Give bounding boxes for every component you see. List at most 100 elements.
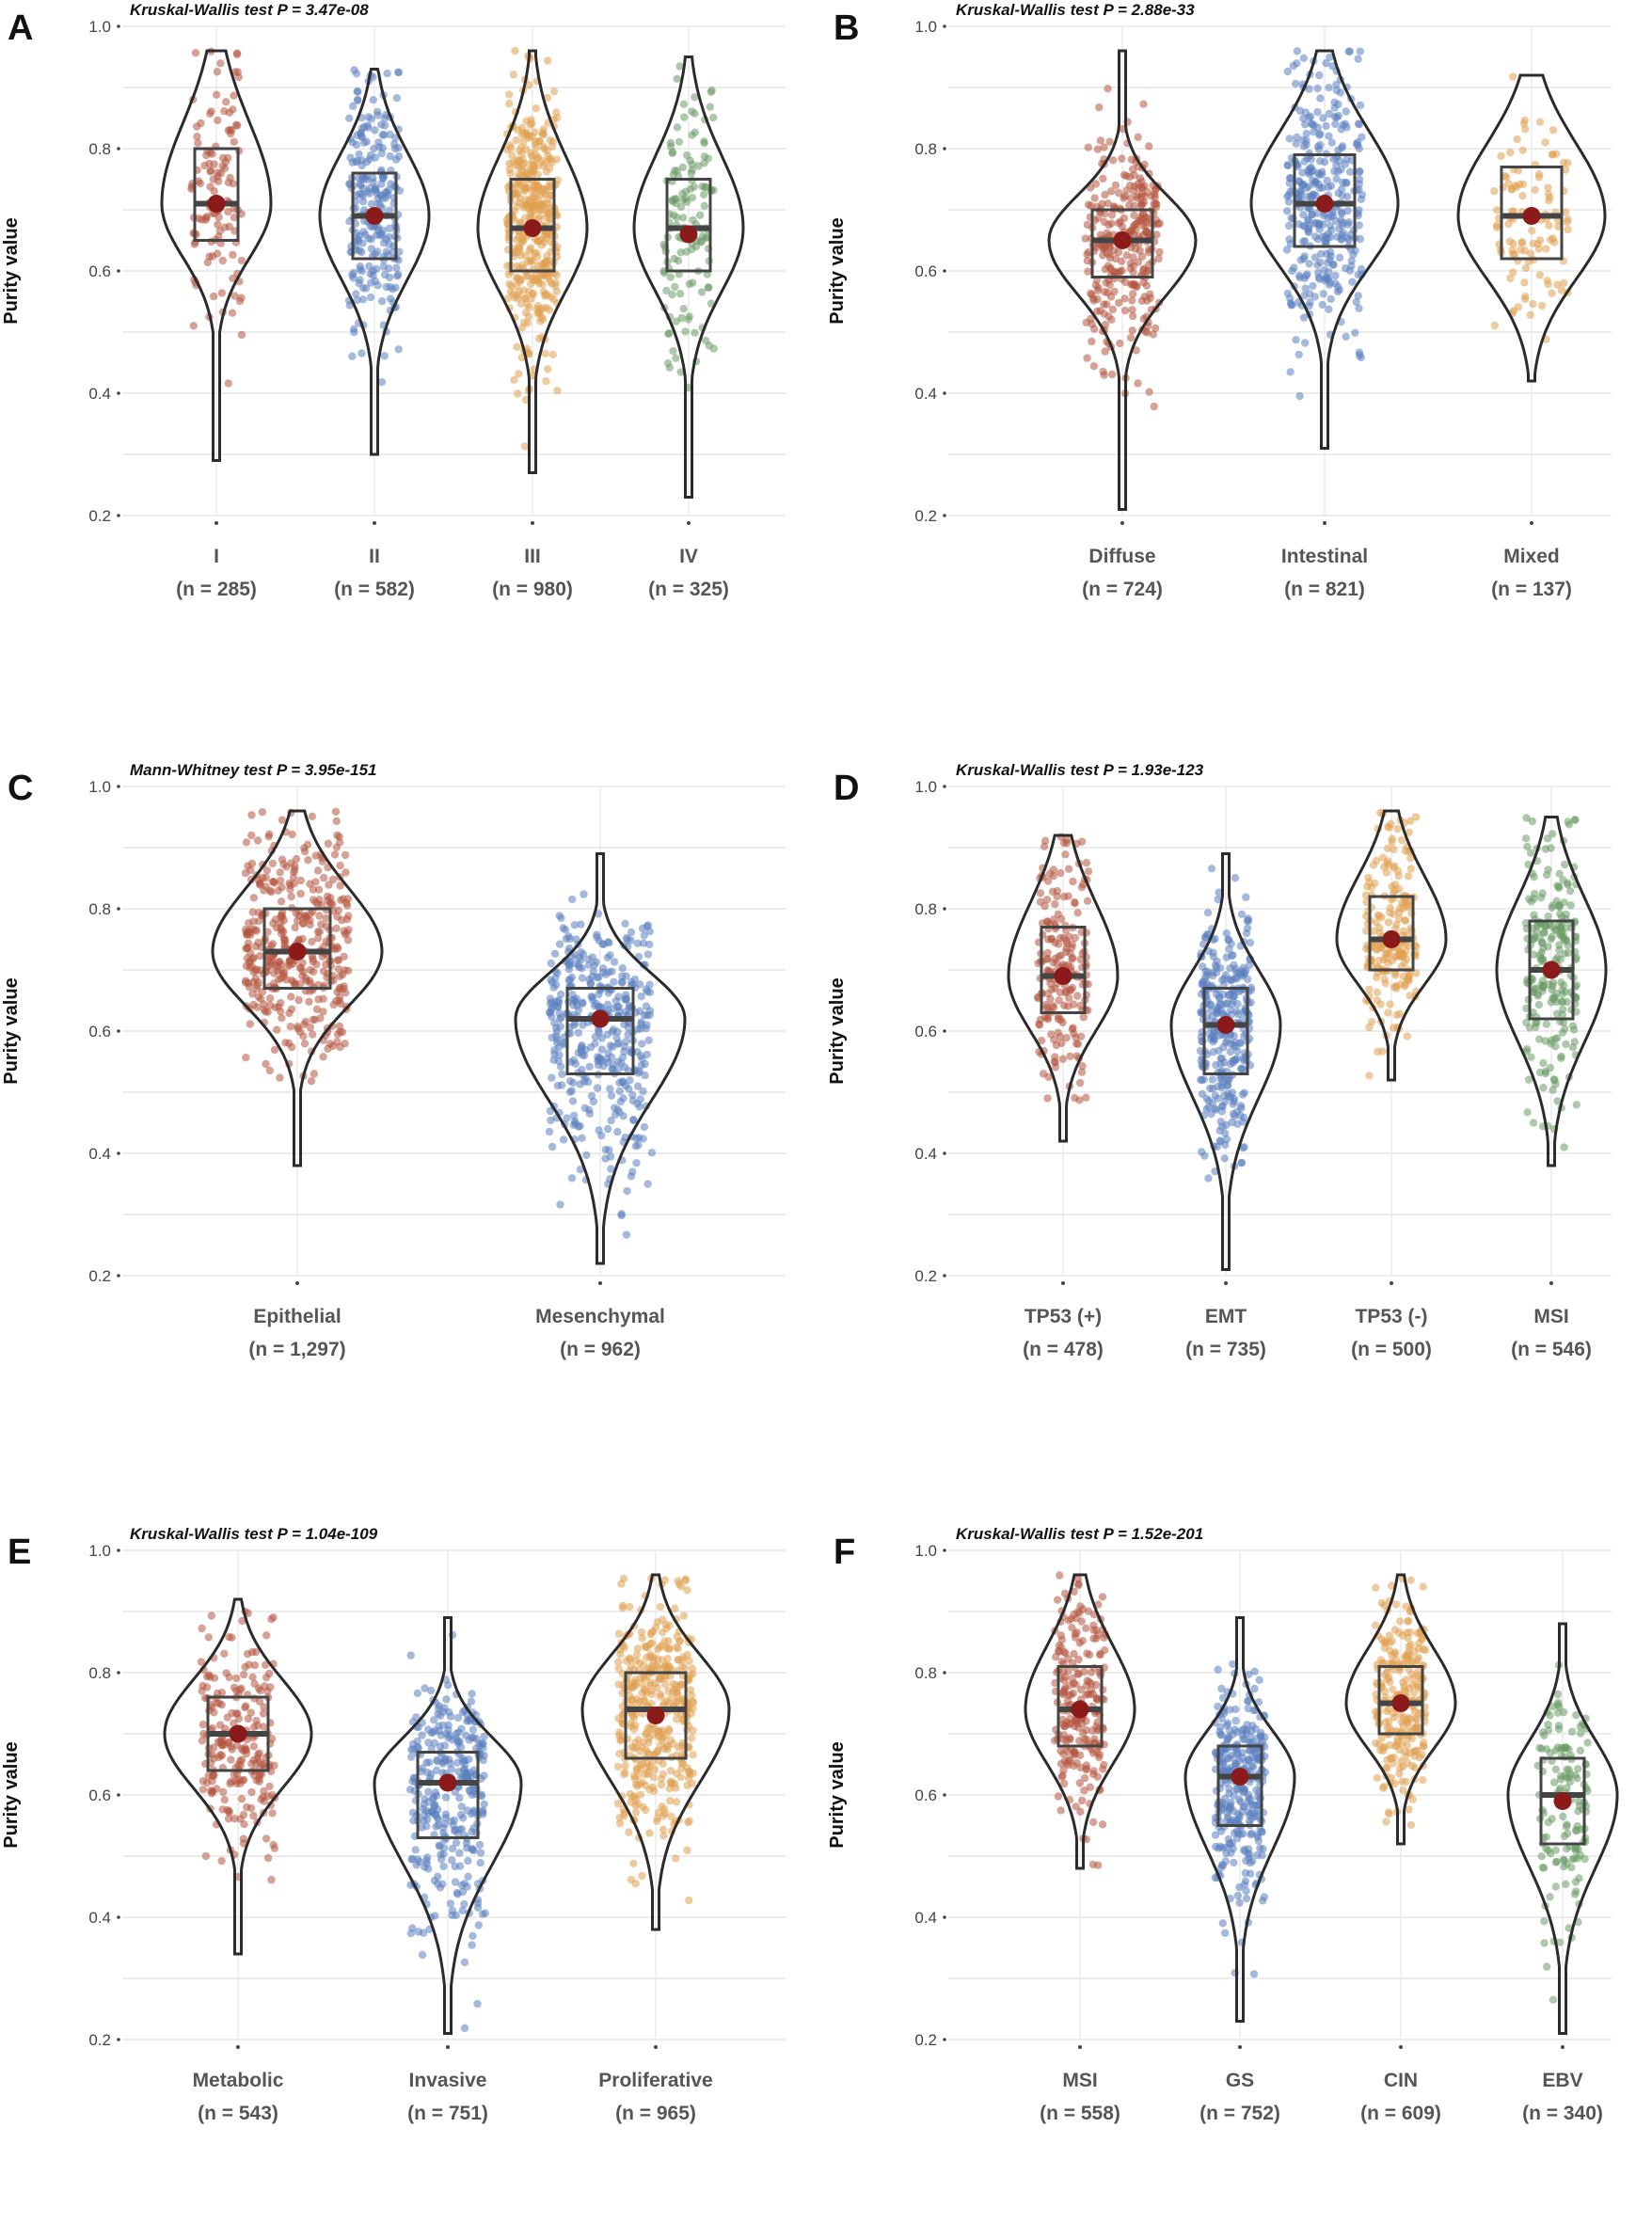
data-point-e-1 bbox=[221, 1796, 229, 1803]
data-point-e-2 bbox=[482, 1910, 489, 1917]
data-point-e-3 bbox=[683, 1782, 691, 1789]
data-point-b-2 bbox=[1300, 55, 1308, 62]
data-point-c-2 bbox=[569, 996, 577, 1004]
data-point-d-4 bbox=[1534, 991, 1542, 998]
y-tick-label-a: 0.8 bbox=[88, 140, 111, 158]
data-point-a-3 bbox=[511, 47, 518, 55]
data-point-c-2 bbox=[563, 1114, 570, 1121]
data-point-c-2 bbox=[627, 936, 634, 944]
data-point-d-3 bbox=[1405, 872, 1412, 880]
data-point-e-3 bbox=[614, 1800, 622, 1807]
data-point-b-2 bbox=[1322, 232, 1329, 240]
data-point-d-1 bbox=[1069, 878, 1076, 885]
data-point-a-3 bbox=[543, 147, 550, 154]
data-point-c-1 bbox=[269, 860, 277, 867]
x-count-label-d-2: (n = 735) bbox=[1185, 1339, 1266, 1360]
data-point-d-1 bbox=[1062, 948, 1070, 956]
data-point-e-1 bbox=[269, 1841, 277, 1849]
data-point-d-4 bbox=[1537, 894, 1545, 901]
data-point-e-2 bbox=[459, 1907, 467, 1914]
violin-group-f-1: MSI(n = 558) bbox=[1025, 1550, 1135, 2124]
data-point-d-2 bbox=[1212, 1092, 1219, 1100]
data-point-b-2 bbox=[1346, 168, 1354, 176]
data-point-b-2 bbox=[1293, 139, 1300, 147]
data-point-b-1 bbox=[1129, 312, 1136, 320]
y-tick-label-d: 1.0 bbox=[914, 778, 937, 796]
data-point-d-1 bbox=[1050, 959, 1057, 966]
data-point-e-3 bbox=[675, 1644, 682, 1652]
data-point-b-2 bbox=[1290, 62, 1297, 70]
data-point-c-2 bbox=[614, 1057, 622, 1065]
data-point-d-1 bbox=[1056, 1016, 1064, 1024]
x-category-label-a-1: I bbox=[214, 546, 219, 567]
data-point-b-1 bbox=[1103, 278, 1110, 286]
data-point-c-2 bbox=[644, 950, 652, 958]
data-point-d-1 bbox=[1036, 1021, 1043, 1028]
data-point-c-1 bbox=[244, 944, 251, 951]
data-point-e-2 bbox=[457, 1811, 465, 1818]
data-point-e-1 bbox=[218, 1739, 226, 1746]
x-count-label-c-1: (n = 1,297) bbox=[248, 1339, 345, 1360]
data-point-a-2 bbox=[359, 198, 367, 205]
data-point-a-3 bbox=[507, 288, 515, 295]
data-point-d-4 bbox=[1522, 834, 1530, 842]
data-point-f-1 bbox=[1057, 1658, 1065, 1665]
data-point-e-2 bbox=[462, 1732, 469, 1739]
data-point-e-3 bbox=[643, 1759, 651, 1767]
data-point-c-1 bbox=[277, 868, 284, 876]
data-point-e-1 bbox=[225, 1633, 232, 1641]
data-point-a-2 bbox=[386, 241, 393, 248]
mean-point-a-4 bbox=[680, 226, 698, 244]
data-point-c-1 bbox=[247, 811, 255, 818]
data-point-e-2 bbox=[425, 1758, 433, 1766]
data-point-f-1 bbox=[1074, 1670, 1082, 1677]
data-point-d-2 bbox=[1225, 936, 1232, 944]
data-point-a-1 bbox=[230, 138, 238, 146]
data-point-b-1 bbox=[1120, 194, 1127, 201]
data-point-e-3 bbox=[614, 1763, 622, 1771]
data-point-d-4 bbox=[1539, 1084, 1547, 1091]
data-point-e-2 bbox=[464, 1873, 471, 1881]
data-point-c-1 bbox=[341, 966, 348, 974]
data-point-b-2 bbox=[1300, 255, 1308, 262]
data-point-a-1 bbox=[219, 257, 227, 264]
data-point-c-2 bbox=[591, 1040, 598, 1047]
violin-group-a-1: I(n = 285) bbox=[162, 26, 271, 600]
data-point-e-2 bbox=[468, 1690, 475, 1697]
data-point-c-1 bbox=[277, 924, 284, 931]
data-point-d-2 bbox=[1240, 1143, 1247, 1151]
data-point-b-1 bbox=[1090, 296, 1098, 304]
x-tick-mark-b bbox=[1323, 521, 1326, 525]
data-point-a-3 bbox=[533, 276, 541, 283]
x-tick-mark-e bbox=[654, 2045, 658, 2049]
data-point-b-3 bbox=[1518, 238, 1526, 246]
data-point-d-2 bbox=[1226, 1074, 1233, 1082]
data-point-e-3 bbox=[627, 1876, 635, 1883]
data-point-a-2 bbox=[386, 152, 393, 160]
data-point-d-2 bbox=[1218, 1103, 1226, 1110]
data-point-c-2 bbox=[605, 1146, 612, 1153]
data-point-b-3 bbox=[1529, 300, 1536, 308]
data-point-d-4 bbox=[1553, 998, 1561, 1006]
data-point-b-1 bbox=[1136, 174, 1144, 182]
data-point-d-2 bbox=[1216, 1074, 1224, 1082]
data-point-e-3 bbox=[688, 1734, 695, 1741]
data-point-b-1 bbox=[1140, 183, 1148, 190]
data-point-d-4 bbox=[1530, 911, 1537, 918]
data-point-d-1 bbox=[1060, 893, 1068, 900]
data-point-b-3 bbox=[1518, 192, 1526, 199]
data-point-e-2 bbox=[430, 1793, 437, 1801]
data-point-a-2 bbox=[370, 96, 377, 103]
data-point-b-2 bbox=[1319, 301, 1326, 309]
data-point-a-3 bbox=[513, 343, 520, 351]
data-point-b-1 bbox=[1108, 371, 1116, 378]
mean-point-e-3 bbox=[647, 1707, 665, 1724]
data-point-d-3 bbox=[1386, 1000, 1393, 1008]
data-point-d-1 bbox=[1043, 1094, 1051, 1102]
data-point-e-2 bbox=[431, 1802, 438, 1809]
data-point-c-1 bbox=[278, 883, 285, 891]
data-point-d-4 bbox=[1561, 861, 1568, 868]
data-point-c-2 bbox=[623, 1187, 630, 1195]
data-point-d-1 bbox=[1066, 1053, 1073, 1060]
data-point-f-1 bbox=[1059, 1721, 1067, 1728]
